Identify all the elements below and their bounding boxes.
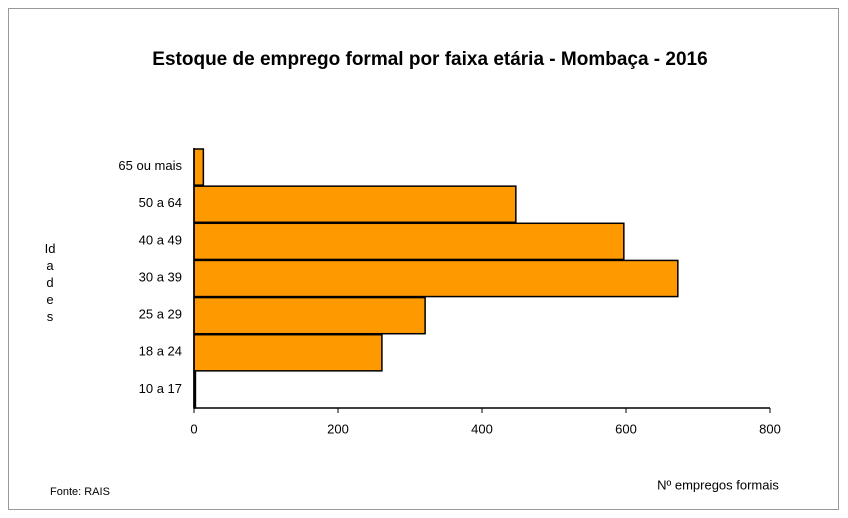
y-tick-label: 40 a 49 <box>139 232 182 247</box>
bar <box>193 222 625 261</box>
y-tick-label: 65 ou mais <box>118 158 182 173</box>
y-tick-label: 50 a 64 <box>139 195 182 210</box>
x-axis-label: Nº empregos formais <box>657 477 779 492</box>
bar <box>193 296 426 335</box>
y-tick-label: 30 a 39 <box>139 269 182 284</box>
bar <box>193 148 205 186</box>
x-tick-label: 600 <box>615 421 637 436</box>
chart-title: Estoque de emprego formal por faixa etár… <box>152 49 707 70</box>
bar <box>193 185 517 224</box>
y-tick-label: 10 a 17 <box>139 381 182 396</box>
x-tick-label: 800 <box>759 421 781 436</box>
x-tick-label: 400 <box>471 421 493 436</box>
y-tick-label: 25 a 29 <box>139 307 182 322</box>
bar <box>193 259 679 298</box>
y-axis-label: Idades <box>44 241 56 324</box>
bar <box>193 333 383 372</box>
y-tick-label: 18 a 24 <box>139 344 182 359</box>
x-tick-label: 200 <box>327 421 349 436</box>
source: Fonte: RAIS <box>50 486 110 498</box>
x-tick-label: 0 <box>190 421 197 436</box>
